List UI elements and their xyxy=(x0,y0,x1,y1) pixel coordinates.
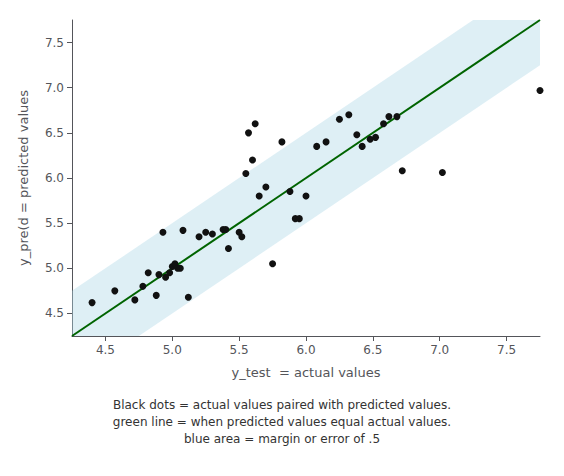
svg-text:6.0: 6.0 xyxy=(296,343,315,357)
svg-text:6.5: 6.5 xyxy=(363,343,382,357)
svg-text:4.5: 4.5 xyxy=(45,306,64,320)
svg-text:7.5: 7.5 xyxy=(497,343,516,357)
svg-text:blue area = margin or error of: blue area = margin or error of .5 xyxy=(184,432,380,446)
svg-text:7.0: 7.0 xyxy=(430,343,449,357)
svg-text:5.5: 5.5 xyxy=(45,216,64,230)
svg-text:green line = when predicted va: green line = when predicted values equal… xyxy=(113,415,451,429)
svg-text:7.0: 7.0 xyxy=(45,81,64,95)
svg-text:5.5: 5.5 xyxy=(230,343,249,357)
svg-text:y_test = actual values: y_test = actual values xyxy=(232,365,381,380)
svg-text:Black dots = actual values pai: Black dots = actual values paired with p… xyxy=(113,398,451,412)
svg-text:5.0: 5.0 xyxy=(45,261,64,275)
svg-text:y_pre(d = predicted values: y_pre(d = predicted values xyxy=(16,90,31,266)
svg-text:5.0: 5.0 xyxy=(163,343,182,357)
svg-text:6.0: 6.0 xyxy=(45,171,64,185)
svg-text:4.5: 4.5 xyxy=(96,343,115,357)
svg-text:6.5: 6.5 xyxy=(45,126,64,140)
svg-text:7.5: 7.5 xyxy=(45,36,64,50)
